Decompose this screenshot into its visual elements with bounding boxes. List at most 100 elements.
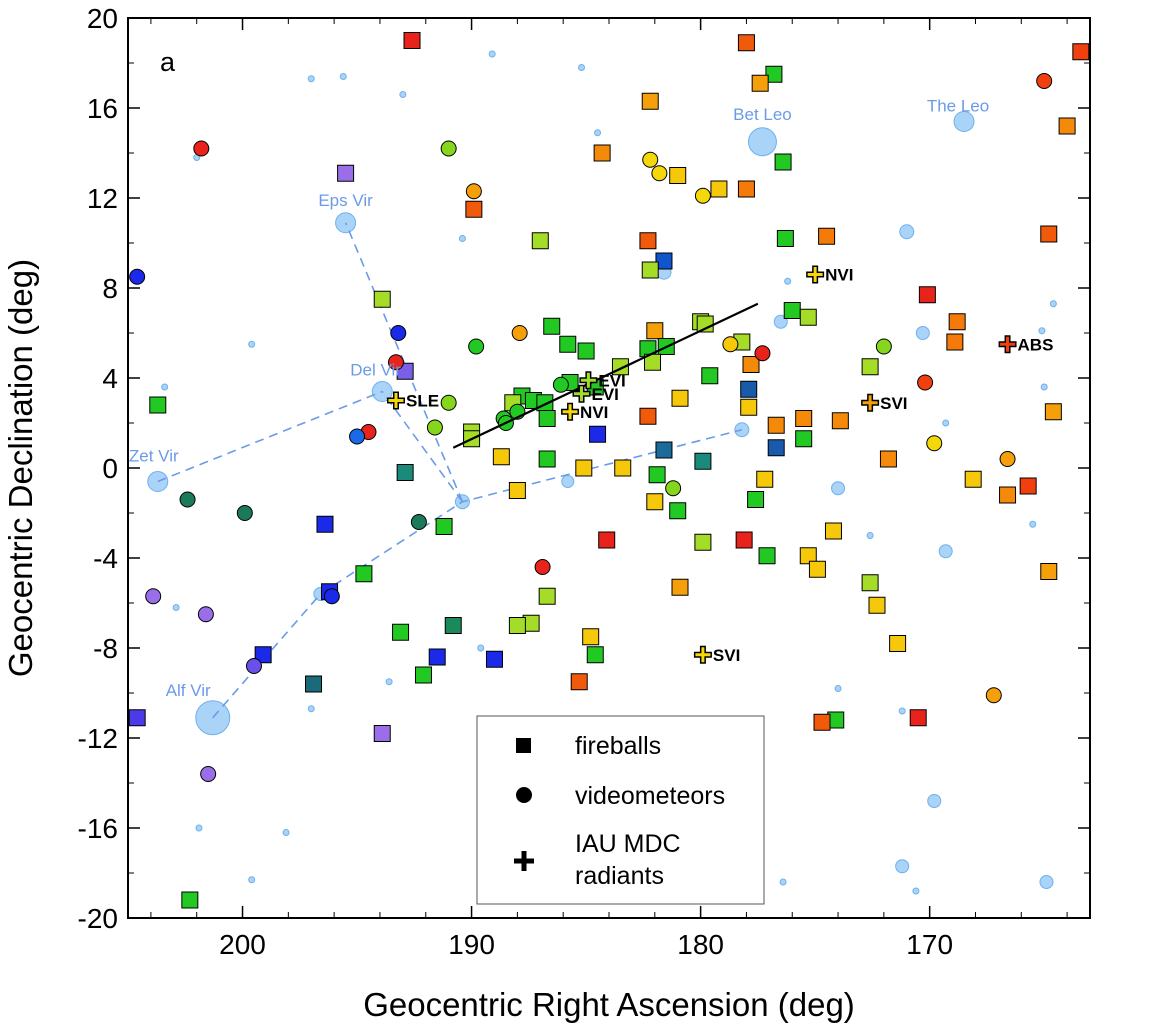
fireball-point <box>586 646 604 664</box>
fireball-point <box>795 430 813 448</box>
fireball-point <box>1044 403 1062 421</box>
fireball-point <box>767 416 785 434</box>
radiant-label: EVI <box>598 371 625 390</box>
fireball-point <box>428 648 446 666</box>
fireball-point <box>735 531 753 549</box>
fireball-point <box>740 380 758 398</box>
trend-line <box>452 302 759 449</box>
star-point <box>831 481 846 496</box>
fireball-point <box>538 587 556 605</box>
fireball-point <box>694 452 712 470</box>
radiant-marker <box>574 386 590 402</box>
videometeor-point <box>665 480 682 497</box>
star-point <box>307 75 315 83</box>
fireball-point <box>641 92 659 110</box>
fireball-point <box>868 596 886 614</box>
videometeor-series <box>129 73 1053 782</box>
star-point <box>248 876 256 884</box>
videometeor-point <box>200 766 217 782</box>
star-point <box>172 604 180 611</box>
radiant-marker <box>388 393 404 408</box>
star-point <box>1029 520 1037 528</box>
radiant-label: EVI <box>592 385 619 404</box>
fireball-point <box>149 396 167 414</box>
videometeor-point <box>145 588 162 605</box>
videometeor-point <box>390 325 407 341</box>
star-point <box>1049 300 1057 308</box>
y-tick-label: 12 <box>87 183 118 214</box>
legend-square-symbol <box>516 738 531 753</box>
fireball-point <box>813 713 831 731</box>
videometeor-point <box>754 345 771 362</box>
videometeor-point <box>410 514 427 530</box>
x-tick-label: 170 <box>906 929 953 960</box>
y-tick-label: 20 <box>87 3 118 34</box>
fireball-point <box>589 425 607 443</box>
radiant-label: SVI <box>880 394 907 413</box>
star-point <box>161 383 169 391</box>
star-point <box>1040 383 1048 391</box>
videometeor-point <box>722 336 739 353</box>
videometeor-point <box>985 687 1002 704</box>
videometeor-point <box>694 187 711 204</box>
videometeor-point <box>323 588 340 605</box>
fireball-point <box>465 200 483 218</box>
fireball-point <box>669 167 687 184</box>
fireball-point <box>799 547 817 565</box>
fireball-point <box>577 342 595 360</box>
star-field <box>147 50 1057 895</box>
fireball-point <box>783 302 801 319</box>
star-label: The Leo <box>927 97 989 116</box>
videometeor-point <box>999 451 1016 467</box>
fireball-point <box>918 286 936 304</box>
fireball-point <box>531 232 549 250</box>
fireball-point <box>639 407 657 425</box>
y-tick-label: 4 <box>102 363 118 394</box>
fireball-point <box>879 450 897 468</box>
x-tick-label: 190 <box>448 929 495 960</box>
fireball-point <box>508 482 526 499</box>
radiant-marker <box>862 395 878 411</box>
y-tick-label: -20 <box>78 903 118 934</box>
fireball-point <box>909 709 927 727</box>
videometeor-point <box>651 165 668 182</box>
fireball-point <box>1019 477 1037 495</box>
fireball-point <box>808 560 826 578</box>
fireball-point <box>701 367 719 385</box>
radiant-marker <box>580 372 596 388</box>
videometeor-point <box>197 606 214 623</box>
star-point <box>477 644 485 652</box>
videometeor-point <box>129 268 146 285</box>
videometeor-point <box>387 354 404 371</box>
fireball-point <box>1040 563 1058 580</box>
star-point <box>895 859 910 874</box>
videometeor-point <box>465 183 482 200</box>
legend-label-fireballs: fireballs <box>575 732 661 760</box>
fireball-point <box>799 308 817 326</box>
fireball-point <box>671 389 689 407</box>
legend-label-iau-line1: IAU MDC <box>575 830 681 858</box>
fireball-point <box>669 502 687 520</box>
fireball-point <box>671 578 689 596</box>
fireball-point <box>355 565 373 583</box>
constellation-line <box>157 390 383 483</box>
radiant-marker <box>1000 336 1016 352</box>
videometeor-point <box>193 140 210 157</box>
star-point <box>779 878 787 886</box>
fireball-point <box>694 533 712 551</box>
fireball-point <box>396 464 414 481</box>
fireball-point <box>444 617 462 634</box>
star-point <box>578 64 586 71</box>
y-tick-label: -16 <box>78 813 118 844</box>
star-point <box>248 340 256 348</box>
videometeor-point <box>440 394 457 411</box>
fireball-point <box>508 617 526 634</box>
star-point <box>1039 875 1054 889</box>
fireball-point <box>639 232 657 250</box>
constellation-line <box>381 391 464 503</box>
x-axis-title: Geocentric Right Ascension (deg) <box>363 986 855 1023</box>
radiant-marker <box>695 647 711 663</box>
legend-circle-symbol <box>516 787 532 803</box>
radiant-marker <box>562 404 578 420</box>
fireball-point <box>181 891 199 909</box>
